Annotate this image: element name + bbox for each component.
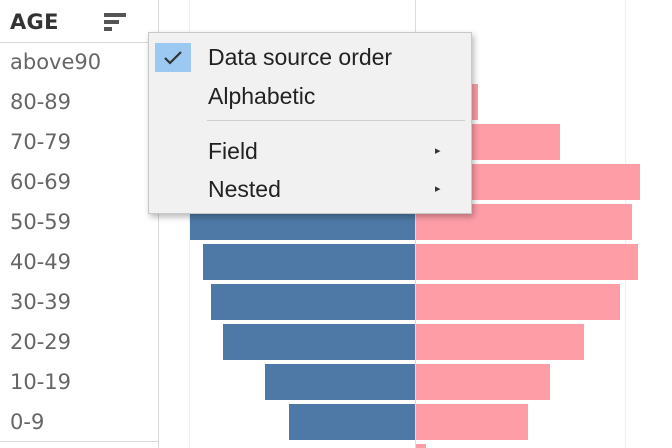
menu-item-nested[interactable]: Nested ▸ bbox=[149, 170, 471, 208]
menu-separator bbox=[207, 120, 465, 121]
checkmark-icon bbox=[155, 43, 191, 72]
menu-item-data-source-order[interactable]: Data source order bbox=[149, 38, 471, 76]
bar-left-10-19[interactable] bbox=[265, 364, 415, 400]
menu-item-label: Nested bbox=[208, 176, 281, 202]
row-label-20-29[interactable]: 20-29 bbox=[10, 330, 72, 354]
row-label-0-9[interactable]: 0-9 bbox=[10, 410, 45, 434]
menu-item-field[interactable]: Field ▸ bbox=[149, 132, 471, 170]
row-label-70-79[interactable]: 70-79 bbox=[10, 130, 72, 154]
bar-right-20-29[interactable] bbox=[416, 324, 584, 360]
sort-icon[interactable] bbox=[104, 12, 128, 32]
bar-right-0-9[interactable] bbox=[416, 404, 528, 440]
bar-left-0-9[interactable] bbox=[289, 404, 415, 440]
submenu-arrow-icon: ▸ bbox=[435, 183, 441, 195]
bar-partial-next-row bbox=[416, 444, 426, 448]
bar-left-20-29[interactable] bbox=[223, 324, 415, 360]
header-divider bbox=[158, 0, 159, 42]
row-label-pane: above90 80-89 70-79 60-69 50-59 40-49 30… bbox=[0, 42, 159, 448]
row-label-30-39[interactable]: 30-39 bbox=[10, 290, 72, 314]
row-label-above90[interactable]: above90 bbox=[10, 50, 102, 74]
row-label-80-89[interactable]: 80-89 bbox=[10, 90, 72, 114]
zero-axis-line bbox=[415, 0, 416, 448]
bar-right-10-19[interactable] bbox=[416, 364, 550, 400]
gridline bbox=[189, 0, 190, 448]
menu-item-label: Field bbox=[208, 138, 258, 164]
submenu-arrow-icon: ▸ bbox=[435, 145, 441, 157]
row-label-60-69[interactable]: 60-69 bbox=[10, 170, 72, 194]
menu-item-alphabetic[interactable]: Alphabetic bbox=[149, 77, 471, 115]
row-label-10-19[interactable]: 10-19 bbox=[10, 370, 72, 394]
row-pane-bottom-border bbox=[0, 441, 158, 442]
row-label-50-59[interactable]: 50-59 bbox=[10, 210, 72, 234]
sort-menu: Data source order Alphabetic Field ▸ Nes… bbox=[148, 32, 472, 214]
bar-left-40-49[interactable] bbox=[203, 244, 415, 280]
row-header: AGE bbox=[0, 0, 158, 43]
bar-right-40-49[interactable] bbox=[416, 244, 638, 280]
menu-item-label: Data source order bbox=[208, 44, 393, 70]
menu-item-label: Alphabetic bbox=[208, 83, 316, 109]
bar-left-30-39[interactable] bbox=[211, 284, 415, 320]
row-label-40-49[interactable]: 40-49 bbox=[10, 250, 72, 274]
bar-right-30-39[interactable] bbox=[416, 284, 620, 320]
age-header-label: AGE bbox=[10, 10, 59, 34]
